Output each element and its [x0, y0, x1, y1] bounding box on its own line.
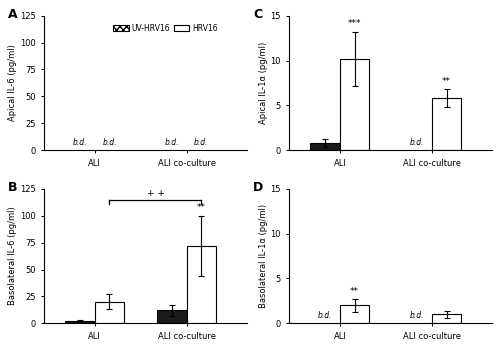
Bar — [186, 246, 216, 323]
Text: b.d.: b.d. — [410, 138, 424, 147]
Bar — [432, 314, 462, 323]
Y-axis label: Basolateral IL-6 (pg/ml): Basolateral IL-6 (pg/ml) — [8, 207, 18, 305]
Text: B: B — [8, 181, 18, 194]
Text: C: C — [253, 8, 262, 21]
Bar — [66, 321, 95, 323]
Bar — [158, 310, 186, 323]
Text: ***: *** — [348, 20, 362, 29]
Y-axis label: Apical IL-1α (pg/ml): Apical IL-1α (pg/ml) — [258, 42, 268, 124]
Text: b.d.: b.d. — [410, 311, 424, 320]
Text: b.d.: b.d. — [194, 138, 208, 147]
Text: b.d.: b.d. — [73, 138, 88, 147]
Bar — [340, 59, 370, 150]
Y-axis label: Basolateral IL-1α (pg/ml): Basolateral IL-1α (pg/ml) — [258, 204, 268, 308]
Text: D: D — [253, 181, 263, 194]
Bar — [432, 98, 462, 150]
Text: A: A — [8, 8, 18, 21]
Legend: UV-HRV16, HRV16: UV-HRV16, HRV16 — [112, 22, 220, 34]
Bar — [340, 305, 370, 323]
Text: b.d.: b.d. — [102, 138, 117, 147]
Text: **: ** — [442, 77, 451, 86]
Bar — [95, 302, 124, 323]
Text: **: ** — [350, 287, 359, 296]
Text: **: ** — [197, 203, 206, 212]
Bar — [310, 143, 340, 150]
Text: + +: + + — [146, 190, 164, 199]
Y-axis label: Apical IL-6 (pg/ml): Apical IL-6 (pg/ml) — [8, 45, 18, 121]
Text: b.d.: b.d. — [318, 311, 332, 320]
Text: b.d.: b.d. — [165, 138, 180, 147]
